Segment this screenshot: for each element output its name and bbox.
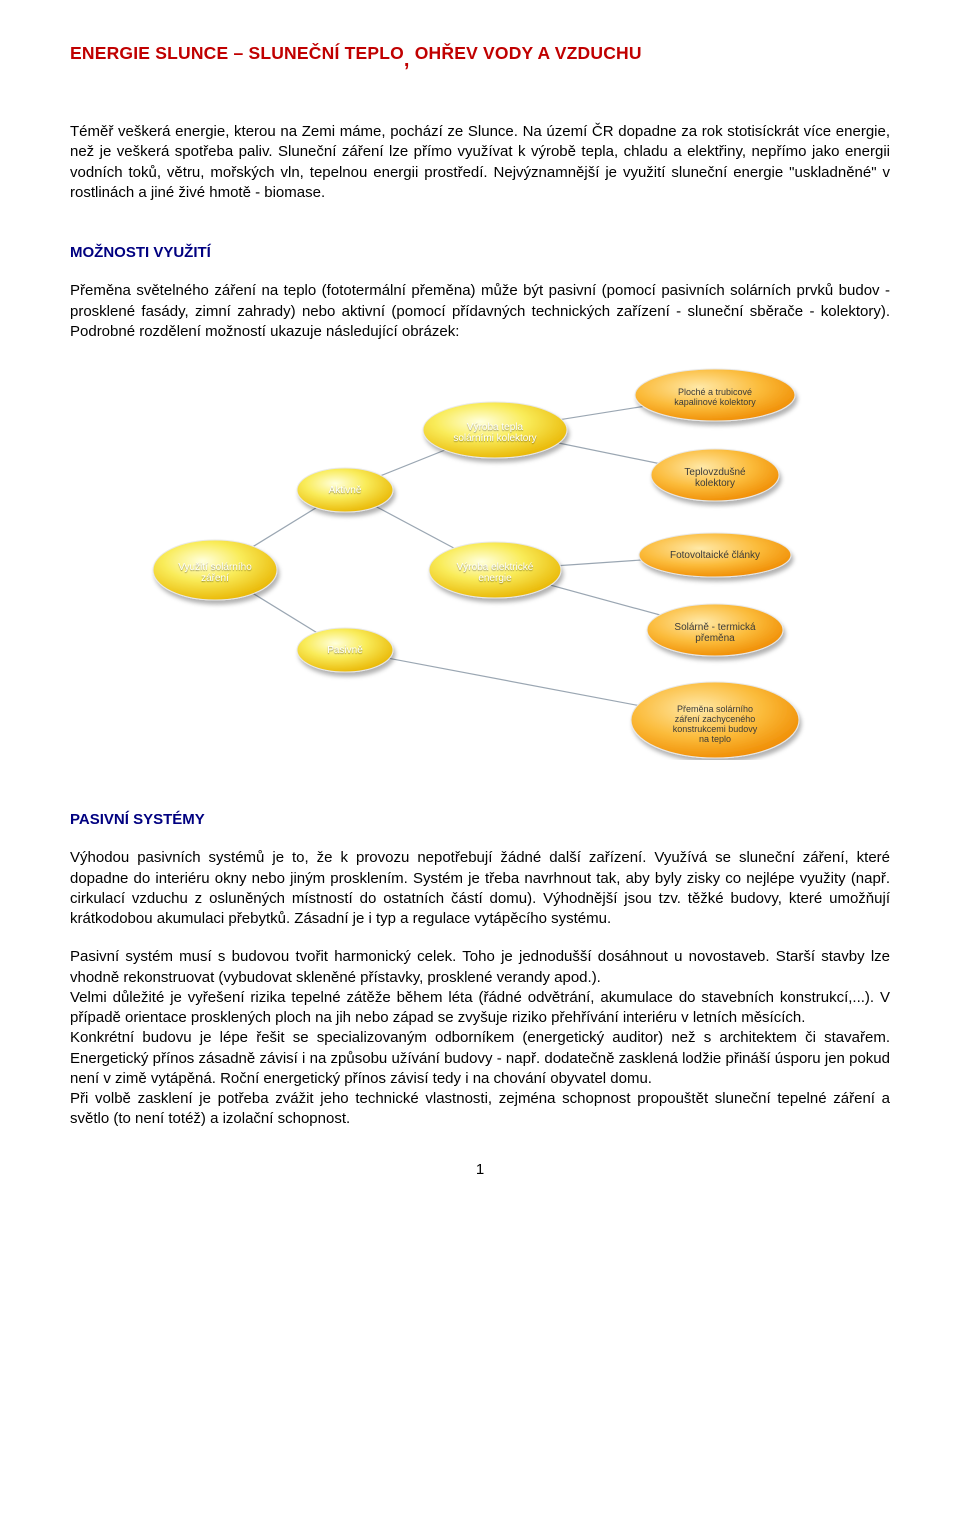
pasivni-p4: Konkrétní budovu je lépe řešit se specia… [70,1028,890,1089]
diagram-node-root: Využití solárníhozáření [153,540,277,600]
pasivni-p1: Výhodou pasivních systémů je to, že k pr… [70,848,890,929]
title-a: ENERGIE SLUNCE [70,43,233,63]
diagram-node-premena: Přeměna solárníhozáření zachycenéhokonst… [631,682,799,758]
title-comma: , [404,49,410,71]
intro-paragraph: Téměř veškerá energie, kterou na Zemi má… [70,122,890,203]
diagram-node-aktivne: Aktivně [297,468,393,512]
title-c: OHŘEV VODY A VZDUCHU [410,43,642,63]
moznosti-paragraph: Přeměna světelného záření na teplo (foto… [70,281,890,342]
pasivni-p3: Velmi důležité je vyřešení rizika tepeln… [70,988,890,1029]
solar-diagram: Využití solárníhozáření Aktivně Pasivně Výr… [150,360,810,760]
page-number: 1 [70,1160,890,1180]
diagram-node-teplo: Výroba teplasolárními kolektory [423,402,567,458]
pasivni-p2: Pasivní systém musí s budovou tvořit har… [70,947,890,988]
svg-text:Pasivně: Pasivně [327,645,363,656]
pasivni-p5: Při volbě zasklení je potřeba zvážit jeh… [70,1089,890,1130]
diagram-node-ploche: Ploché a trubicovékapalinové kolektory [635,369,795,421]
diagram-node-fotov: Fotovoltaické články [639,533,791,577]
diagram-node-solter: Solárně - termickápřeměna [647,604,783,656]
svg-text:Fotovoltaické články: Fotovoltaické články [670,550,760,561]
diagram-node-pasivne: Pasivně [297,628,393,672]
diagram-node-elektr: Výroba elektrickéenergie [429,542,561,598]
heading-pasivni: PASIVNÍ SYSTÉMY [70,810,890,830]
page-title: ENERGIE SLUNCE – SLUNEČNÍ TEPLO, OHŘEV V… [70,40,890,67]
svg-text:Ploché a trubicovékapalinové k: Ploché a trubicovékapalinové kolektory [674,387,756,407]
diagram-node-vzduch: Teplovzdušnékolektory [651,449,779,501]
svg-text:Aktivně: Aktivně [329,485,362,496]
title-dash: – [233,43,243,63]
title-b: SLUNEČNÍ TEPLO [243,43,404,63]
diagram-container: Využití solárníhozáření Aktivně Pasivně Výr… [150,360,810,760]
heading-moznosti: MOŽNOSTI VYUŽITÍ [70,243,890,263]
